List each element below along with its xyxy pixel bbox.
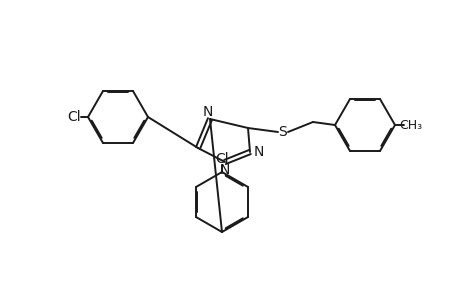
Text: N: N <box>253 145 263 159</box>
Text: N: N <box>202 105 213 119</box>
Text: N: N <box>219 163 230 177</box>
Text: CH₃: CH₃ <box>398 118 422 131</box>
Text: S: S <box>278 125 287 139</box>
Text: Cl: Cl <box>215 152 228 166</box>
Text: Cl: Cl <box>67 110 81 124</box>
